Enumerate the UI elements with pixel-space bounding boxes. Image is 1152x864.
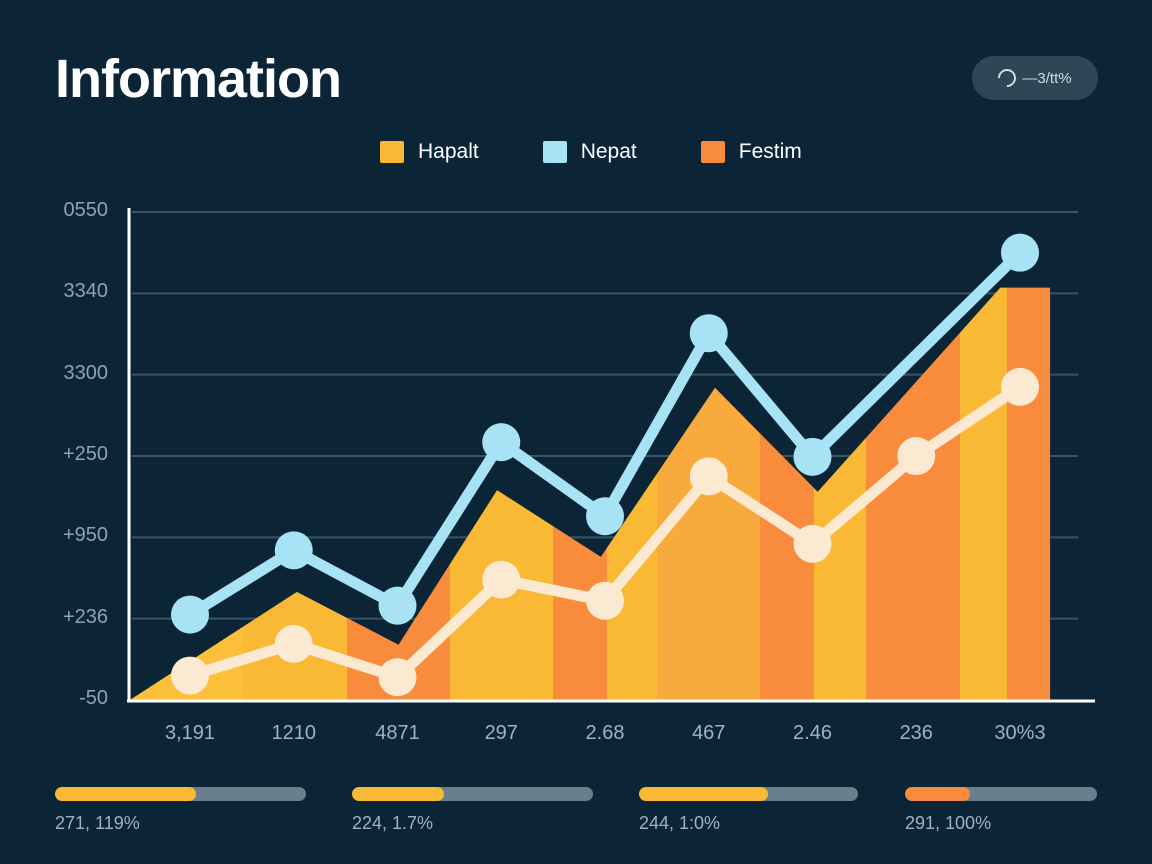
y-tick-label: +250 [62,443,108,465]
chart-legend: Hapalt Nepat Festim [380,140,866,164]
progress-bar [352,787,593,801]
legend-item[interactable]: Festim [700,140,802,164]
x-tick-label: 467 [692,722,726,744]
progress-bar [639,787,858,801]
y-tick-label: 3340 [63,280,109,303]
progress-label: 291, 100% [905,813,992,833]
page-title: Information [55,49,342,109]
legend-swatch [380,141,404,163]
legend-swatch [700,141,725,163]
legend-item[interactable]: Hapalt [380,140,479,164]
x-tick-label: 30%3 [994,722,1046,744]
x-tick-label: 3,191 [164,722,216,744]
area-band [347,287,450,700]
hapalt-point [1001,367,1039,406]
x-tick-label: 2.68 [585,722,625,744]
progress-fill [905,787,971,801]
hapalt-point [482,560,521,599]
y-tick-label: +236 [62,605,108,628]
hapalt-point [171,656,209,695]
progress-label: 224, 1.7% [352,813,434,833]
pill-label: —3/tt% [1022,69,1072,87]
progress-fill [352,787,444,801]
nepat-line [184,247,1026,621]
hapalt-point [586,581,624,620]
hapalt-point [897,437,936,476]
legend-label: Nepat [580,140,637,163]
nepat-point [586,497,624,536]
area-band [960,287,1007,700]
legend-item[interactable]: Nepat [542,140,637,164]
filter-pill-button[interactable]: —3/tt% [972,56,1098,100]
hapalt-point [274,624,313,663]
x-tick-label: 297 [484,722,518,744]
x-tick-label: 4871 [375,722,420,744]
x-tick-label: 2.46 [793,722,832,744]
progress-label: 244, 1:0% [639,813,721,833]
nepat-point [378,586,417,625]
hapalt-point [793,524,832,563]
y-tick-label: -50 [79,687,108,709]
progress-fill [55,787,196,801]
x-tick-label: 236 [899,722,933,744]
nepat-point [689,314,728,353]
y-tick-label: +950 [62,524,108,547]
area-band [1007,287,1051,700]
y-tick-label: 0550 [63,199,109,222]
x-tick-label: 1210 [271,722,317,744]
legend-swatch [542,141,567,163]
progress-fill [639,787,769,801]
legend-label: Festim [738,140,802,163]
area-band [553,287,607,700]
nepat-point [171,595,209,634]
hapalt-point [689,457,728,496]
progress-bar [55,787,306,801]
legend-label: Hapalt [418,140,479,163]
hapalt-point [378,658,417,697]
progress-bar [905,787,1097,801]
nepat-point [1001,233,1039,272]
progress-label: 271, 119% [55,813,140,833]
y-tick-label: 3300 [63,361,109,384]
nepat-point [482,423,521,462]
nepat-point [793,437,832,476]
area-band [607,287,657,700]
nepat-point [274,531,313,570]
area-band [657,287,760,700]
